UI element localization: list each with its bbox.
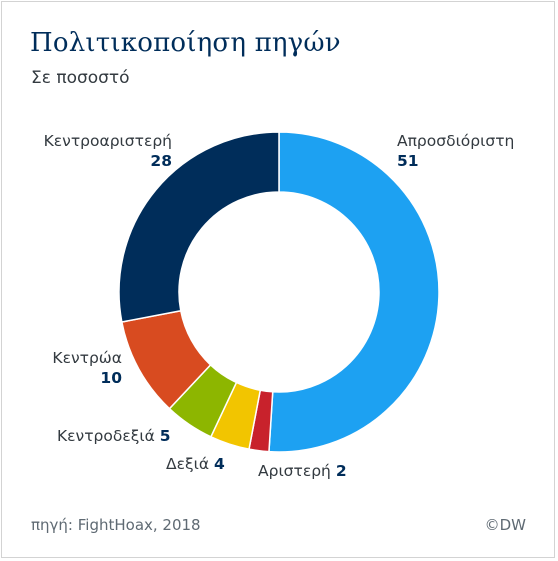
label-right-name: Δεξιά	[166, 455, 210, 473]
label-right-value: 4	[214, 455, 225, 473]
source-note: πηγή: FightHoax, 2018	[31, 516, 201, 534]
chart-subtitle: Σε ποσοστό	[31, 68, 130, 88]
label-center-left-name: Κεντροαριστερή	[43, 132, 172, 150]
label-center-left: Κεντροαριστερή 28	[44, 131, 172, 171]
slice-unspecified	[268, 131, 440, 453]
label-center-left-value: 28	[150, 152, 172, 170]
label-right: Δεξιά 4	[166, 454, 225, 474]
chart-title: Πολιτικοποίηση πηγών	[30, 28, 341, 58]
label-center-value: 10	[100, 369, 122, 387]
label-unspecified: Απροσδιόριστη 51	[397, 131, 514, 171]
label-left-value: 2	[335, 462, 347, 480]
copyright-dw: ©DW	[484, 516, 526, 534]
label-unspecified-name: Απροσδιόριστη	[397, 132, 515, 150]
label-left: Αριστερή 2	[258, 461, 347, 481]
label-center-right-value: 5	[159, 427, 171, 445]
label-center: Κεντρώα 10	[52, 348, 122, 388]
label-center-right-name: Κεντροδεξιά	[57, 427, 155, 445]
label-center-name: Κεντρώα	[52, 349, 122, 367]
slice-center-left	[118, 131, 280, 323]
label-center-right: Κεντροδεξιά 5	[57, 426, 171, 446]
label-left-name: Αριστερή	[258, 462, 331, 480]
label-unspecified-value: 51	[397, 152, 419, 170]
